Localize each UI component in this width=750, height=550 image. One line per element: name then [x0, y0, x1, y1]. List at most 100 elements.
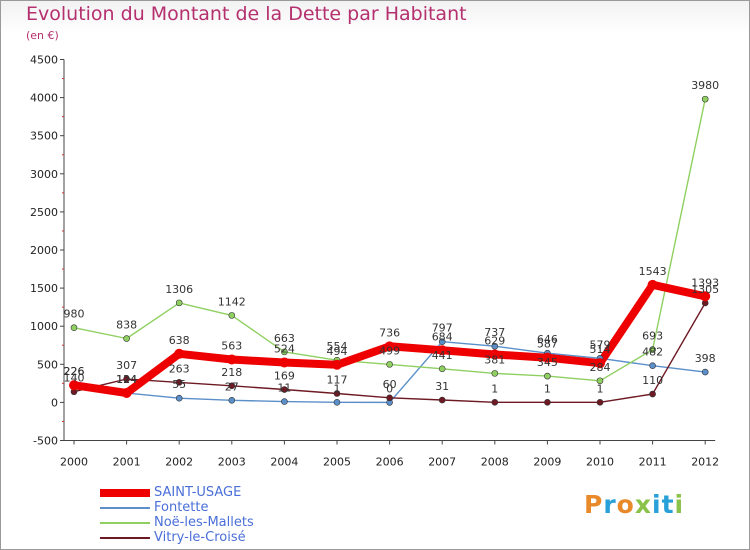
data-label: 563 [221, 339, 242, 352]
data-point [437, 345, 448, 356]
data-label: 226 [64, 365, 85, 378]
data-label: 218 [221, 366, 242, 379]
data-label: 345 [537, 356, 558, 369]
proxiti-logo: Proxiti [584, 490, 684, 519]
data-point [333, 390, 341, 397]
data-label: 737 [484, 326, 505, 339]
x-tick-label: 2000 [60, 456, 88, 469]
data-point [175, 394, 183, 402]
x-tick-label: 2001 [113, 456, 141, 469]
data-point [701, 95, 709, 103]
data-point [438, 338, 446, 345]
data-label: 140 [64, 372, 85, 385]
data-label: 307 [116, 359, 137, 372]
data-point [647, 279, 658, 290]
data-label: 524 [274, 342, 295, 355]
data-point [596, 399, 604, 406]
x-tick-label: 2009 [533, 456, 561, 469]
data-point [174, 348, 185, 359]
data-point [595, 358, 605, 369]
data-point [281, 398, 288, 405]
data-point [438, 365, 446, 373]
data-label: 1543 [639, 265, 667, 278]
legend-swatch [100, 537, 150, 539]
data-label: 838 [116, 319, 137, 332]
y-tick-label: 4500 [30, 54, 58, 67]
data-label: 554 [327, 340, 348, 353]
legend-swatch [100, 522, 150, 524]
data-point [542, 352, 553, 363]
y-tick-label: 1500 [30, 282, 58, 295]
legend-label: Fontette [154, 500, 209, 515]
data-point [649, 390, 656, 398]
data-label: 263 [169, 362, 190, 375]
logo-letter: i [652, 490, 662, 519]
y-tick-label: -500 [33, 435, 58, 448]
data-label: 1 [491, 382, 498, 395]
logo-letter: x [634, 490, 652, 519]
legend-item: SAINT-USAGE [100, 485, 320, 500]
data-label: 226 [64, 365, 85, 378]
data-label: 284 [590, 361, 611, 374]
data-point [438, 396, 446, 404]
data-point [69, 380, 79, 391]
data-label: 684 [432, 330, 453, 343]
data-point [228, 382, 236, 390]
data-label: 110 [642, 374, 663, 387]
y-tick-label: 3000 [30, 168, 58, 181]
data-point [175, 299, 183, 307]
data-point [386, 394, 393, 402]
data-label: 514 [590, 343, 611, 356]
data-point [489, 349, 500, 360]
data-label: 3980 [691, 79, 719, 92]
data-label: 482 [642, 346, 663, 359]
data-label: 0 [386, 382, 393, 395]
legend-swatch [100, 507, 150, 509]
data-label: 797 [432, 322, 453, 335]
y-tick-label: 2000 [30, 244, 58, 257]
data-label: 1305 [691, 283, 719, 296]
data-label: 980 [64, 308, 85, 321]
y-tick-label: 0 [51, 396, 58, 409]
legend-item: Vitry-le-Croisé [100, 530, 320, 545]
data-point [279, 357, 290, 368]
data-label: 736 [379, 326, 400, 339]
chart-axes: -500 0 500 1000 1500 2000 2500 3000 3500 4000 4500… [30, 54, 719, 469]
logo-letter: o [616, 490, 635, 519]
data-label: 60 [383, 378, 397, 391]
data-point [701, 368, 709, 376]
data-label: 629 [484, 334, 505, 347]
data-point [70, 324, 78, 332]
legend-label: SAINT-USAGE [154, 485, 242, 500]
legend-item: Noë-les-Mallets [100, 515, 320, 530]
x-tick-label: 2006 [376, 456, 404, 469]
chart-unit: (en €) [26, 29, 59, 42]
logo-letter: t [661, 490, 675, 519]
y-tick-label: 1000 [30, 320, 58, 333]
data-label: 441 [432, 349, 453, 362]
data-label: 381 [484, 353, 505, 366]
data-label: 1 [334, 382, 341, 395]
legend: SAINT-USAGE Fontette Noë-les-Mallets Vitry-… [100, 485, 320, 545]
data-point [121, 387, 132, 398]
data-label: 31 [435, 380, 449, 393]
series-points [69, 95, 711, 406]
data-point [491, 370, 499, 377]
data-point [123, 375, 130, 383]
data-label: 1393 [691, 276, 719, 289]
data-label: 27 [225, 380, 239, 393]
data-point [544, 399, 551, 406]
data-point [228, 312, 236, 319]
logo-letter: r [603, 490, 617, 519]
x-tick-label: 2007 [428, 456, 456, 469]
data-label: 579 [590, 338, 611, 351]
x-tick-label: 2012 [691, 456, 719, 469]
data-point [333, 399, 341, 406]
data-label: 117 [327, 373, 348, 386]
data-label: 1 [544, 382, 551, 395]
data-point [281, 386, 288, 393]
legend-item: Fontette [100, 500, 320, 515]
data-point [386, 361, 393, 368]
